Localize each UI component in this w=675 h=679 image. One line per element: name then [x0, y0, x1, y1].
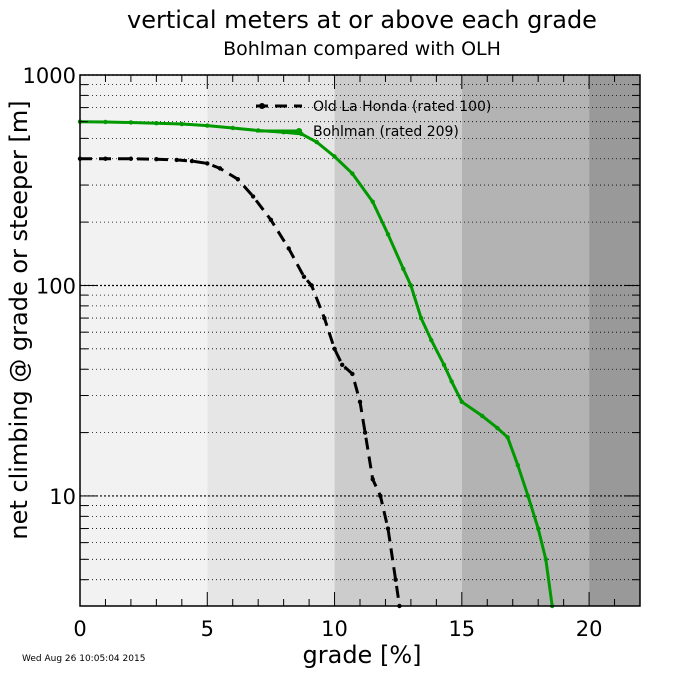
axis-ticks: 0 5 10 15 20 10 100 1000	[23, 64, 641, 641]
series-1-point-13	[370, 199, 375, 204]
series-0-point-13	[309, 283, 314, 288]
series-0-point-12	[301, 274, 307, 279]
series-0-point-18	[357, 399, 363, 405]
series-line-1	[79, 120, 554, 607]
series-0-point-23	[393, 577, 398, 582]
x-tick-label-4: 20	[576, 617, 603, 641]
series-group	[77, 119, 555, 609]
series-0-point-16	[339, 362, 345, 367]
band-3	[461, 75, 590, 606]
series-1-point-24	[505, 435, 510, 440]
series-1-point-28	[543, 557, 549, 562]
series-1-point-15	[401, 266, 406, 272]
series-0-point-11	[286, 246, 291, 251]
series-0-point-20	[370, 477, 375, 482]
x-tick-label-1: 5	[201, 617, 214, 641]
legend-marker-1	[296, 128, 302, 134]
series-1-point-25	[515, 462, 521, 468]
legend-marker-0	[259, 103, 265, 109]
series-1-point-16	[408, 283, 414, 288]
series-0-point-3	[154, 157, 159, 162]
band-0	[80, 75, 208, 606]
series-0-point-14	[322, 315, 327, 321]
series-1-point-3	[154, 121, 159, 126]
series-0-point-9	[250, 194, 256, 199]
grid-lines	[80, 74, 640, 607]
x-tick-label-0: 0	[73, 617, 86, 641]
series-0-point-22	[385, 526, 391, 531]
series-1-point-11	[332, 154, 337, 159]
series-1-point-1	[103, 119, 108, 125]
band-2	[334, 75, 462, 606]
x-axis-label: grade [%]	[303, 641, 422, 669]
series-0-point-15	[332, 346, 337, 352]
series-1-point-26	[525, 493, 531, 499]
series-0-point-21	[378, 493, 383, 499]
background-bands	[80, 75, 640, 606]
series-0-point-4	[174, 157, 179, 163]
series-0-point-2	[128, 156, 134, 161]
series-0-point-6	[205, 161, 210, 166]
series-0-point-8	[235, 176, 241, 182]
series-0-point-17	[350, 371, 355, 377]
series-1-point-12	[350, 171, 355, 176]
series-0-point-7	[217, 166, 223, 171]
chart-title: vertical meters at or above each grade	[127, 6, 597, 34]
series-1-point-5	[205, 123, 210, 128]
legend-label-1: Bohlman (rated 209)	[313, 124, 459, 140]
series-0-point-1	[103, 156, 108, 161]
band-1	[207, 75, 335, 606]
x-tick-label-3: 15	[448, 617, 475, 641]
series-1-point-2	[128, 120, 134, 125]
series-1-point-6	[230, 125, 235, 131]
series-0-point-5	[189, 158, 195, 164]
series-1-point-22	[479, 413, 485, 419]
series-1-point-27	[535, 526, 541, 531]
series-1-point-19	[441, 362, 447, 367]
series-1-point-4	[179, 121, 185, 127]
chart-subtitle: Bohlman compared with OLH	[223, 38, 501, 60]
y-axis-label: net climbing @ grade or steeper [m]	[5, 100, 33, 539]
band-4	[589, 75, 640, 606]
legend: Old La Honda (rated 100) Bohlman (rated 2…	[256, 99, 491, 140]
series-1-point-20	[449, 379, 454, 384]
timestamp: Wed Aug 26 10:05:04 2015	[22, 654, 145, 664]
series-1-point-23	[495, 425, 500, 431]
series-1-point-21	[459, 399, 465, 405]
y-tick-label-1: 100	[36, 274, 76, 298]
x-tick-label-2: 10	[321, 617, 348, 641]
series-1-point-14	[385, 232, 391, 237]
y-tick-label-0: 10	[49, 485, 76, 509]
series-1-point-10	[314, 139, 319, 145]
series-1-point-18	[429, 337, 434, 343]
series-0-point-10	[268, 217, 274, 223]
legend-label-0: Old La Honda (rated 100)	[313, 99, 491, 115]
series-1-point-17	[418, 315, 424, 321]
series-0-point-19	[362, 430, 368, 435]
y-tick-label-2: 1000	[23, 64, 76, 88]
